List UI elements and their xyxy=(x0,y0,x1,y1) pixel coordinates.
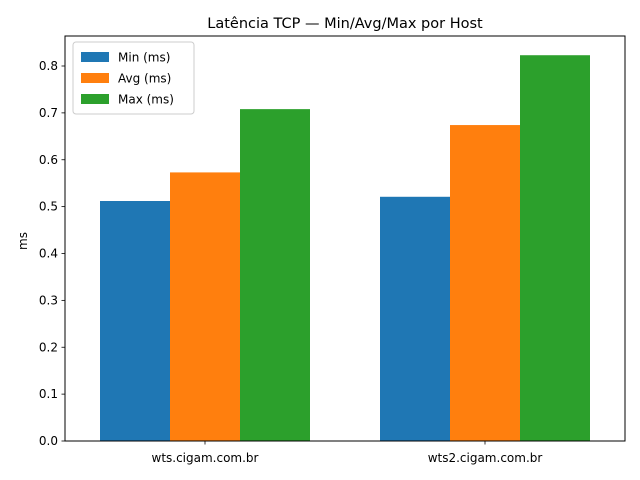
y-tick-label: 0.2 xyxy=(39,340,58,354)
legend-label: Min (ms) xyxy=(118,51,170,65)
bars-group xyxy=(100,55,590,441)
bar-min-2 xyxy=(380,196,450,441)
legend: Min (ms) Avg (ms) Max (ms) xyxy=(72,41,195,115)
y-tick-label: 0.8 xyxy=(39,59,58,73)
y-tick-label: 0.0 xyxy=(39,434,58,448)
bar-avg-2 xyxy=(450,125,520,441)
y-tick-label: 0.3 xyxy=(39,293,58,307)
legend-swatch xyxy=(81,52,109,62)
y-axis: 0.0 0.1 0.2 0.3 0.4 0.5 0.6 0.7 0.8 xyxy=(39,59,65,448)
bar-max-1 xyxy=(240,109,310,441)
y-tick-label: 0.1 xyxy=(39,387,58,401)
y-tick-label: 0.5 xyxy=(39,200,58,214)
legend-label: Avg (ms) xyxy=(118,72,171,86)
y-tick-label: 0.7 xyxy=(39,106,58,120)
y-tick-label: 0.4 xyxy=(39,247,58,261)
x-axis: wts.cigam.com.br wts2.cigam.com.br xyxy=(152,441,543,465)
legend-label: Max (ms) xyxy=(118,93,174,107)
y-axis-label: ms xyxy=(16,232,30,250)
bar-max-2 xyxy=(520,55,590,441)
legend-swatch xyxy=(81,94,109,104)
x-tick-label: wts2.cigam.com.br xyxy=(428,451,543,465)
x-tick-label: wts.cigam.com.br xyxy=(152,451,259,465)
bar-avg-1 xyxy=(170,172,240,441)
bar-min-1 xyxy=(100,201,170,441)
legend-swatch xyxy=(81,73,109,83)
chart-title: Latência TCP — Min/Avg/Max por Host xyxy=(207,16,483,32)
y-tick-label: 0.6 xyxy=(39,153,58,167)
plot-frame xyxy=(64,35,626,442)
